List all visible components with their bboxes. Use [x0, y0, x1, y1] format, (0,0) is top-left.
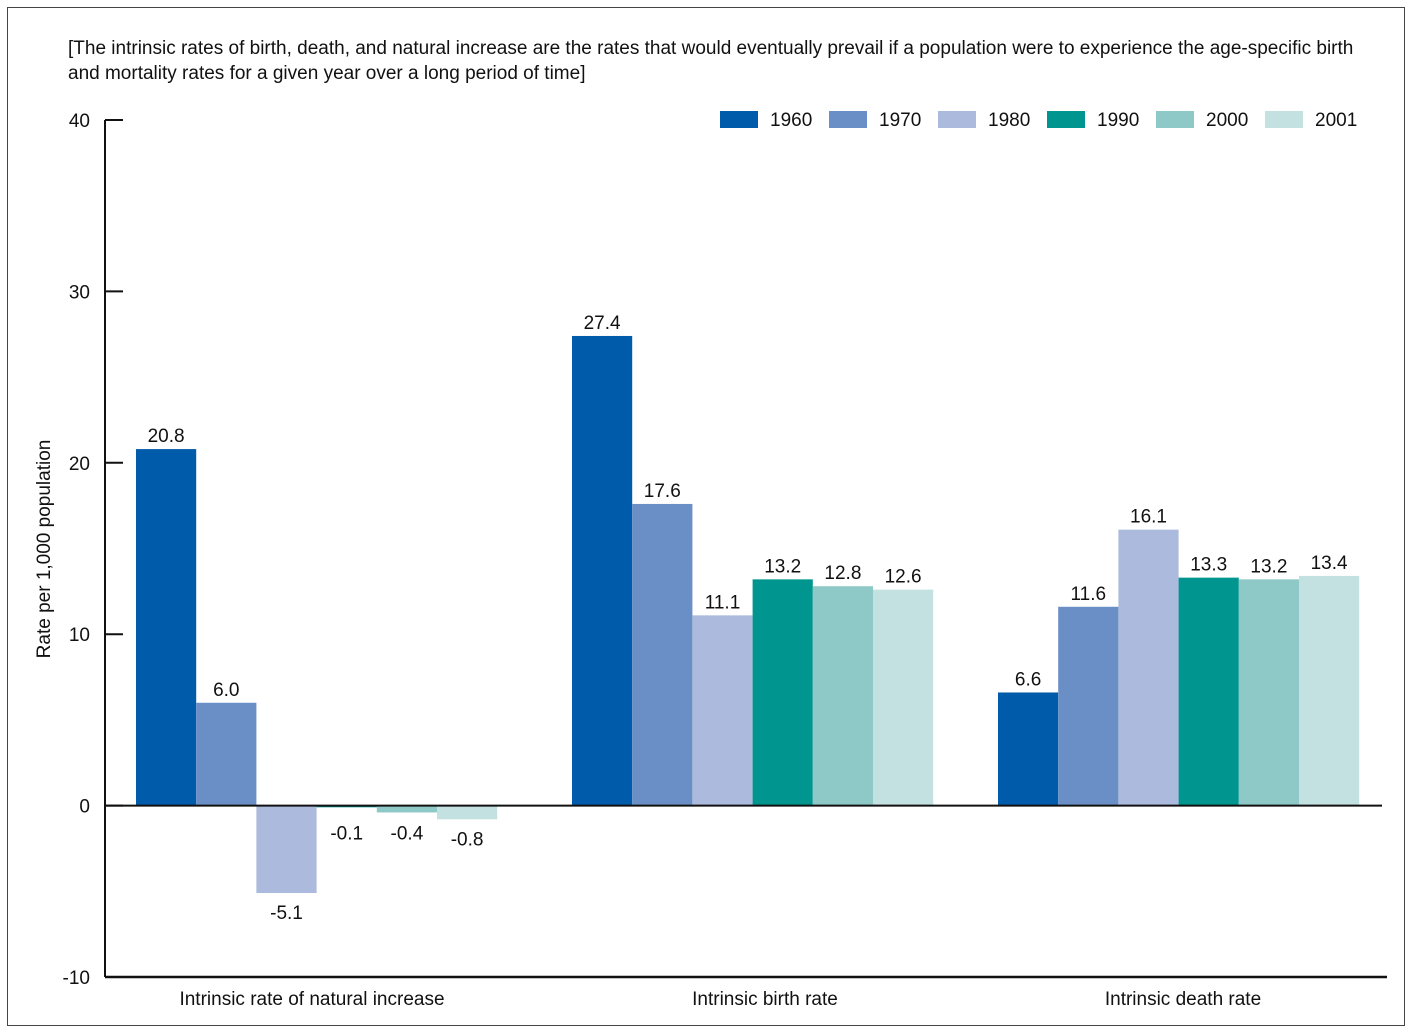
- bar-1990-3: [1178, 577, 1239, 806]
- y-tick-label: 40: [69, 111, 90, 132]
- bar-value-label: 17.6: [644, 481, 681, 502]
- bar-value-label: 6.6: [1015, 669, 1041, 690]
- bar-value-label: 20.8: [148, 426, 185, 447]
- category-label: Intrinsic death rate: [1105, 989, 1261, 1010]
- bar-value-label: 27.4: [584, 313, 621, 334]
- legend-label-2001: 2001: [1315, 110, 1357, 131]
- bar-1960-3: [998, 692, 1059, 806]
- bar-value-label: 13.3: [1190, 555, 1227, 576]
- bar-2001-1: [437, 805, 498, 820]
- legend-label-1990: 1990: [1097, 110, 1139, 131]
- bar-value-label: 11.1: [705, 592, 741, 613]
- legend-swatch-1960: [720, 111, 758, 128]
- category-label: Intrinsic rate of natural increase: [179, 989, 444, 1010]
- bar-1970-3: [1058, 606, 1119, 806]
- legend-label-1960: 1960: [770, 110, 812, 131]
- bar-value-label: -0.4: [391, 824, 424, 845]
- bar-value-label: 13.4: [1311, 553, 1348, 574]
- legend-swatch-2001: [1265, 111, 1303, 128]
- y-axis: -10 0 10 20 30 40: [63, 111, 123, 989]
- y-tick-label: 0: [79, 797, 90, 818]
- bar-value-label: 13.2: [764, 556, 801, 577]
- bar-value-label: -0.8: [451, 829, 484, 850]
- bar-1980-1: [256, 805, 317, 894]
- bar-2001-3: [1299, 575, 1360, 806]
- legend-label-1980: 1980: [988, 110, 1030, 131]
- bar-value-label: 12.6: [885, 567, 922, 588]
- legend-swatch-1980: [938, 111, 976, 128]
- bar-1980-3: [1118, 529, 1179, 806]
- bar-1990-2: [752, 579, 813, 806]
- y-tick-label: 30: [69, 282, 90, 303]
- legend-label-2000: 2000: [1206, 110, 1248, 131]
- bar-1970-1: [196, 702, 257, 806]
- legend-swatch-1970: [829, 111, 867, 128]
- y-axis-label: Rate per 1,000 population: [34, 440, 55, 659]
- bars: 20.8 27.4 6.6 6.0 17.6 11.6 -5.1 11.1 16.1 -0.1 13…: [136, 313, 1360, 924]
- bar-1970-2: [632, 503, 693, 806]
- bar-value-label: 11.6: [1071, 584, 1107, 605]
- y-tick-label: 10: [69, 625, 90, 646]
- bar-value-label: -5.1: [270, 903, 303, 924]
- bar-2000-3: [1238, 579, 1299, 806]
- legend: 1960 1970 1980 1990 2000 2001: [720, 110, 1357, 131]
- x-axis: Intrinsic rate of natural increase Intrin…: [105, 804, 1387, 1010]
- bar-1980-2: [692, 615, 753, 806]
- chart-frame: [7, 7, 1405, 1026]
- chart-note: [The intrinsic rates of birth, death, an…: [68, 38, 1354, 84]
- legend-swatch-1990: [1047, 111, 1085, 128]
- bar-value-label: 16.1: [1130, 507, 1167, 528]
- legend-label-1970: 1970: [879, 110, 921, 131]
- bar-1960-2: [572, 335, 633, 806]
- legend-swatch-2000: [1156, 111, 1194, 128]
- y-tick-label: -10: [63, 968, 90, 989]
- y-tick-label: 20: [69, 454, 90, 475]
- bar-2000-2: [812, 586, 873, 806]
- bar-1960-1: [136, 449, 197, 806]
- bar-value-label: 12.8: [824, 563, 861, 584]
- bar-2001-2: [873, 589, 934, 806]
- bar-value-label: 6.0: [213, 680, 239, 701]
- bar-value-label: 13.2: [1250, 556, 1287, 577]
- category-label: Intrinsic birth rate: [692, 989, 838, 1010]
- bar-value-label: -0.1: [330, 824, 363, 845]
- bar-2000-1: [376, 805, 437, 813]
